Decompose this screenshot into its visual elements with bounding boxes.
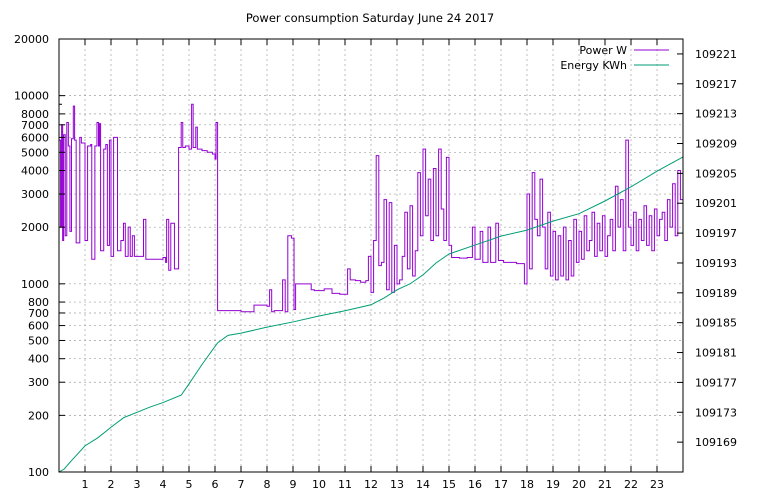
y-right-tick-label: 109209 bbox=[695, 138, 737, 151]
y-right-tick-label: 109221 bbox=[695, 48, 737, 61]
chart-title: Power consumption Saturday June 24 2017 bbox=[246, 11, 494, 25]
y-left-tick-label: 200 bbox=[28, 409, 49, 422]
y-left-tick-label: 800 bbox=[28, 296, 49, 309]
y-left-tick-label: 700 bbox=[28, 307, 49, 320]
y-left-tick-label: 6000 bbox=[21, 131, 49, 144]
x-tick-label: 11 bbox=[338, 478, 352, 491]
y-right-tick-label: 109185 bbox=[695, 317, 737, 330]
y-right-tick-label: 109217 bbox=[695, 78, 737, 91]
x-tick-label: 12 bbox=[364, 478, 378, 491]
x-tick-label: 14 bbox=[416, 478, 430, 491]
x-tick-label: 9 bbox=[290, 478, 297, 491]
x-tick-label: 15 bbox=[442, 478, 456, 491]
y-right-tick-label: 109201 bbox=[695, 197, 737, 210]
y-left-tick-label: 500 bbox=[28, 334, 49, 347]
series-layer bbox=[58, 103, 684, 473]
legend: Power W Energy KWh bbox=[560, 44, 669, 72]
y-left-tick-label: 4000 bbox=[21, 165, 49, 178]
legend-label: Power W bbox=[579, 44, 627, 57]
x-tick-label: 10 bbox=[312, 478, 326, 491]
y-right-tick-label: 109189 bbox=[695, 287, 737, 300]
series-line-power bbox=[59, 103, 683, 313]
grid bbox=[59, 38, 683, 473]
y-right-tick-label: 109181 bbox=[695, 347, 737, 360]
x-tick-label: 22 bbox=[624, 478, 638, 491]
y-right-tick-label: 109169 bbox=[695, 436, 737, 449]
x-tick-label: 16 bbox=[468, 478, 482, 491]
x-tick-label: 18 bbox=[520, 478, 534, 491]
x-tick-label: 3 bbox=[134, 478, 141, 491]
x-tick-label: 13 bbox=[390, 478, 404, 491]
y-left-tick-label: 300 bbox=[28, 376, 49, 389]
y-right-tick-label: 109197 bbox=[695, 227, 737, 240]
legend-label: Energy KWh bbox=[560, 59, 627, 72]
y-left-tick-label: 20000 bbox=[14, 33, 49, 46]
y-left-tick-label: 5000 bbox=[21, 146, 49, 159]
y-left-tick-label: 8000 bbox=[21, 108, 49, 121]
x-tick-label: 8 bbox=[264, 478, 271, 491]
x-tick-label: 21 bbox=[598, 478, 612, 491]
series-line-energy bbox=[58, 156, 684, 473]
y-right-tick-label: 109173 bbox=[695, 406, 737, 419]
y-left-tick-label: 10000 bbox=[14, 90, 49, 103]
x-tick-label: 1 bbox=[82, 478, 89, 491]
y-left-tick-label: 600 bbox=[28, 320, 49, 333]
y-left-tick-label: 100 bbox=[28, 466, 49, 479]
y-left-tick-label: 7000 bbox=[21, 119, 49, 132]
x-tick-label: 17 bbox=[494, 478, 508, 491]
x-tick-label: 23 bbox=[650, 478, 664, 491]
y-right-tick-label: 109177 bbox=[695, 376, 737, 389]
x-tick-label: 19 bbox=[546, 478, 560, 491]
axis-ticks: 1 2 3 4 5 6 7 8 9 10 11 12 13 14 15 16 17 18 19 20 21 22 23100… bbox=[14, 33, 737, 491]
y-left-tick-label: 1000 bbox=[21, 278, 49, 291]
x-tick-label: 4 bbox=[160, 478, 167, 491]
y-left-tick-label: 400 bbox=[28, 353, 49, 366]
x-tick-label: 5 bbox=[186, 478, 193, 491]
x-tick-label: 6 bbox=[212, 478, 219, 491]
x-tick-label: 2 bbox=[108, 478, 115, 491]
x-tick-label: 7 bbox=[238, 478, 245, 491]
y-left-tick-label: 2000 bbox=[21, 221, 49, 234]
y-right-tick-label: 109193 bbox=[695, 257, 737, 270]
x-tick-label: 20 bbox=[572, 478, 586, 491]
y-left-tick-label: 3000 bbox=[21, 188, 49, 201]
y-right-tick-label: 109213 bbox=[695, 108, 737, 121]
y-right-tick-label: 109205 bbox=[695, 167, 737, 180]
